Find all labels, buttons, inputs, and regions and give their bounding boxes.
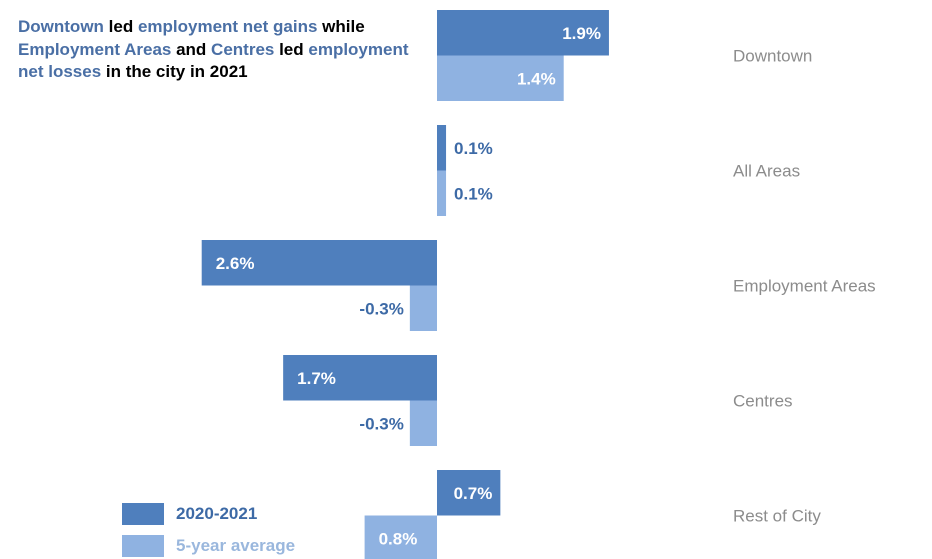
bar-downtown-2020-2021: [437, 10, 609, 56]
data-label-downtown-2020-2021: 1.9%: [562, 24, 601, 43]
headline-text-1: led: [103, 17, 138, 36]
data-label-employment-areas-2020-2021: 2.6%: [216, 254, 255, 273]
headline-text-2: while: [317, 17, 365, 36]
bar-rest-of-city-5-year-average: [364, 515, 437, 559]
data-label-centres-2020-2021: 1.7%: [297, 369, 336, 388]
bar-employment-areas-5-year-average: [409, 285, 437, 331]
headline-losses: employment net losses: [18, 39, 409, 82]
headline-gains: employment net gains: [137, 17, 318, 36]
legend-label-2020-2021: 2020-2021: [176, 504, 257, 523]
data-label-downtown-5-year-average: 1.4%: [517, 69, 556, 88]
data-label-rest-of-city-5-year-average: 0.8%: [379, 529, 418, 548]
legend-label-5-year-average: 5-year average: [176, 536, 295, 555]
headline-centres: Centres: [211, 39, 275, 59]
headline-text-3: and: [171, 39, 212, 59]
legend-swatch-2020-2021: [122, 503, 164, 525]
category-label-rest-of-city: Rest of City: [733, 507, 821, 526]
chart-headline: Downtown led employment net gains while …: [18, 16, 418, 84]
bar-centres-2020-2021: [283, 355, 437, 401]
category-label-centres: Centres: [733, 392, 793, 411]
headline-text-4: led: [274, 39, 309, 59]
bar-employment-areas-2020-2021: [201, 240, 437, 286]
category-label-downtown: Downtown: [733, 47, 812, 66]
bar-all-areas-2020-2021: [437, 125, 447, 171]
legend-swatch-5-year-average: [122, 535, 164, 557]
bar-all-areas-5-year-average: [437, 170, 447, 216]
data-label-rest-of-city-2020-2021: 0.7%: [454, 484, 493, 503]
headline-text-5: in the city in 2021: [101, 62, 248, 81]
data-label-employment-areas-5-year-average: -0.3%: [359, 299, 403, 318]
data-label-all-areas-5-year-average: 0.1%: [454, 184, 493, 203]
bar-rest-of-city-2020-2021: [437, 470, 501, 516]
data-label-centres-5-year-average: -0.3%: [359, 414, 403, 433]
bar-downtown-5-year-average: [437, 55, 564, 101]
data-label-all-areas-2020-2021: 0.1%: [454, 139, 493, 158]
category-label-employment-areas: Employment Areas: [733, 277, 876, 296]
category-label-all-areas: All Areas: [733, 162, 800, 181]
headline-downtown: Downtown: [18, 17, 104, 36]
headline-employment-areas: Employment Areas: [18, 39, 172, 59]
bar-centres-5-year-average: [409, 400, 437, 446]
